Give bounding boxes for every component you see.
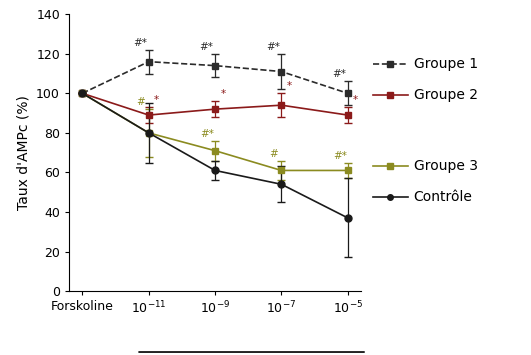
Text: *: * (154, 95, 159, 105)
Text: *: * (353, 95, 358, 105)
Text: #*: #* (266, 42, 280, 52)
Text: Groupe 2: Groupe 2 (414, 87, 478, 102)
Text: #*: #* (332, 70, 346, 80)
Text: Groupe 1: Groupe 1 (414, 57, 478, 71)
Text: #*: #* (200, 129, 214, 139)
Text: #: # (136, 97, 145, 107)
Text: #*: #* (333, 151, 347, 160)
Text: Contrôle: Contrôle (414, 190, 473, 204)
Text: Groupe 3: Groupe 3 (414, 159, 478, 174)
Text: *: * (220, 89, 226, 99)
Text: #*: #* (133, 38, 147, 48)
Text: *: * (287, 81, 292, 91)
Text: #: # (269, 149, 278, 159)
Y-axis label: Taux d'AMPc (%): Taux d'AMPc (%) (16, 95, 31, 210)
Text: #*: #* (200, 42, 213, 52)
